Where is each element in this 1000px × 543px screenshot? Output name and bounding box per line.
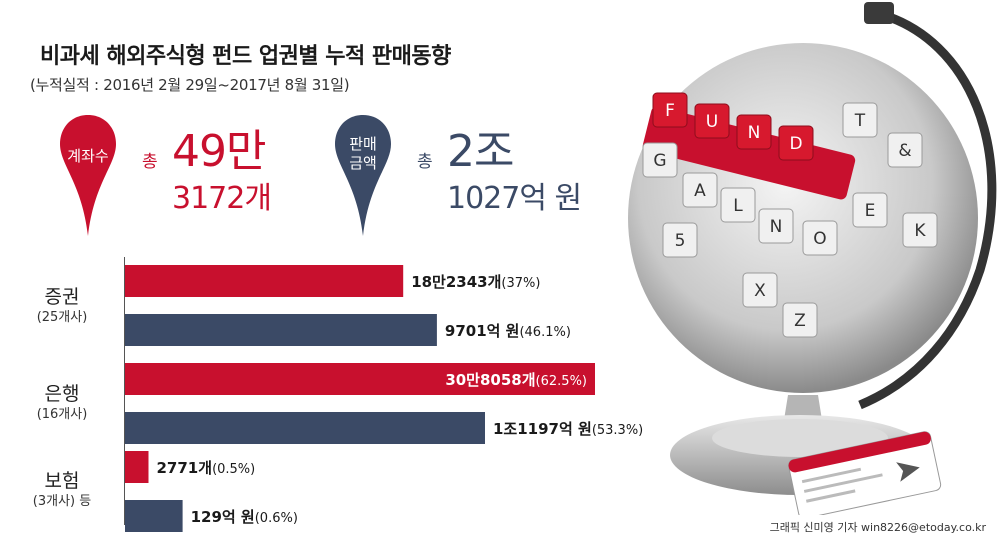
- bar-value-label: 30만8058개(62.5%): [445, 371, 587, 389]
- key-cap-letter: F: [665, 101, 675, 121]
- bar-value-label: 1조1197억 원(53.3%): [493, 420, 643, 438]
- globe-keys: F U N D G A L N O E & K X 5 Z T: [642, 92, 938, 338]
- bar-0-1: [125, 363, 595, 395]
- pin-icon: [60, 115, 116, 236]
- category-label-insurance: 보험: [44, 470, 80, 492]
- key-cap-letter: U: [706, 112, 718, 132]
- bar-0-2: [125, 451, 149, 483]
- category-label-securities: 증권: [44, 286, 80, 308]
- key-cap: [662, 222, 698, 258]
- key-cap-letter: D: [789, 134, 802, 154]
- pin-icon: [335, 115, 391, 236]
- sales-pin-label-line1: 판매: [349, 135, 377, 153]
- accounts-pin-label: 계좌수: [67, 147, 109, 165]
- key-cap-letter: 5: [675, 231, 686, 251]
- bar-value-label: 2771개(0.5%): [157, 459, 256, 477]
- bar-1-0: [125, 314, 437, 346]
- key-cap-letter: O: [813, 229, 826, 249]
- key-cap-letter: T: [854, 111, 866, 131]
- key-cap-letter: L: [733, 196, 743, 216]
- key-cap-letter: &: [898, 141, 911, 161]
- key-cap: [802, 220, 838, 256]
- category-sublabel-securities: (25개사): [36, 310, 88, 325]
- ticket-tag: [788, 431, 942, 515]
- accounts-pin-marker: 계좌수: [58, 113, 118, 238]
- key-cap-letter: Z: [794, 311, 806, 331]
- key-cap: [902, 212, 938, 248]
- bar-1-2: [125, 500, 183, 532]
- bar-value-label: 9701억 원(46.1%): [445, 322, 571, 340]
- bar-chart: 18만2343개(37%) 30만8058개(62.5%) 2771개(0.5%) 9…: [125, 265, 643, 532]
- key-cap-letter: N: [770, 217, 783, 237]
- airplane-icon: [896, 462, 920, 482]
- key-cap: [720, 187, 756, 223]
- key-cap: [682, 172, 718, 208]
- accounts-total-sub: 3172개: [172, 181, 272, 216]
- accounts-total-main: 49만: [172, 126, 266, 177]
- keyboard-globe-illustration: F U N D G A L N O E & K X 5 Z T: [628, 2, 997, 515]
- chart-title: 비과세 해외주식형 펀드 업권별 누적 판매동향: [40, 44, 451, 69]
- key-cap-letter: A: [694, 181, 706, 201]
- credit-line: 그래픽 신미영 기자 win8226@etoday.co.kr: [769, 521, 986, 534]
- chart-axis-line: [124, 257, 125, 525]
- key-cap: [642, 142, 678, 178]
- category-label-bank: 은행: [44, 383, 80, 405]
- bar-value-label: 129억 원(0.6%): [191, 508, 298, 526]
- key-cap: [736, 114, 772, 150]
- sales-total-sub: 1027억 원: [447, 181, 582, 216]
- key-cap-letter: X: [754, 281, 766, 301]
- key-cap: [652, 92, 688, 128]
- category-sublabel-bank: (16개사): [36, 407, 88, 422]
- bar-0-0: [125, 265, 404, 297]
- category-sublabel-insurance: (3개사) 등: [32, 494, 92, 509]
- key-cap: [758, 208, 794, 244]
- bar-value-label: 18만2343개(37%): [411, 273, 540, 291]
- key-cap: [782, 302, 818, 338]
- key-cap: [852, 192, 888, 228]
- key-cap-letter: N: [748, 123, 761, 143]
- sales-prefix: 총: [417, 152, 433, 172]
- bar-1-1: [125, 412, 485, 444]
- key-cap: [778, 125, 814, 161]
- key-cap: [742, 272, 778, 308]
- key-cap: [842, 102, 878, 138]
- sales-total-main: 2조: [447, 126, 514, 177]
- key-cap-letter: K: [914, 221, 926, 241]
- key-cap: [694, 103, 730, 139]
- accounts-prefix: 총: [142, 152, 158, 172]
- key-cap-letter: E: [865, 201, 876, 221]
- sales-pin-marker: 판매 금액: [333, 113, 393, 238]
- key-cap-letter: G: [653, 151, 666, 171]
- chart-subtitle: (누적실적 : 2016년 2월 29일~2017년 8월 31일): [30, 76, 350, 94]
- sales-pin-label-line2: 금액: [349, 154, 377, 172]
- key-cap: [887, 132, 923, 168]
